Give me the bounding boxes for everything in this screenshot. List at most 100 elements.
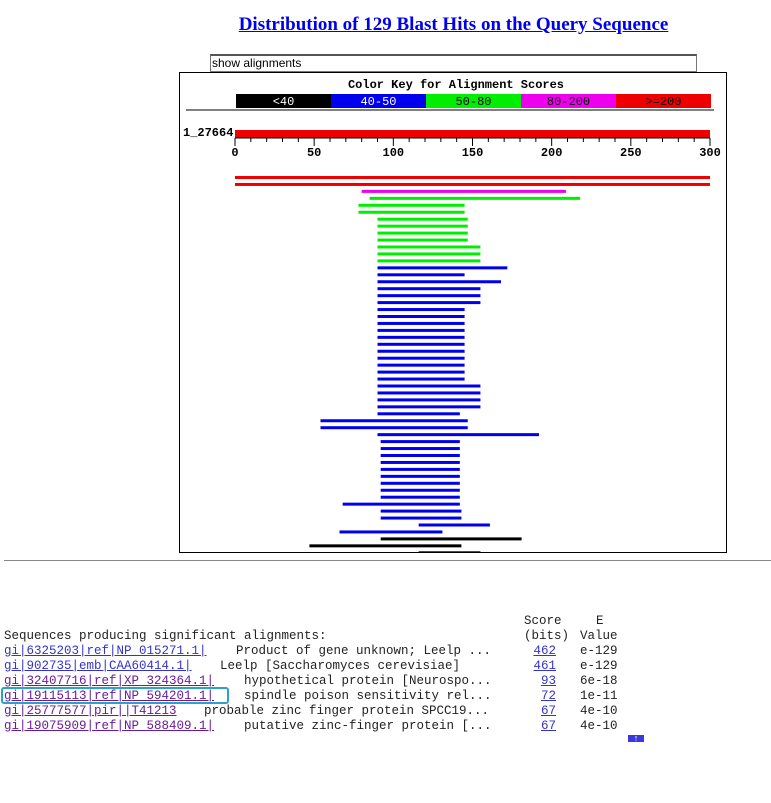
ruler-tick-label: 200 [541, 146, 563, 160]
hit-description: hypothetical protein [Neurospo... [244, 674, 492, 688]
hit-bar [235, 176, 710, 179]
separator-line [4, 560, 771, 561]
ruler-tick-label: 250 [620, 146, 642, 160]
hit-description: probable zinc finger protein SPCC19... [204, 704, 490, 718]
hit-score-link[interactable]: 67 [540, 719, 556, 733]
hit-description: Product of gene unknown; Leelp ... [236, 644, 492, 658]
hit-bar [380, 481, 460, 485]
hit-evalue: e-129 [580, 644, 618, 658]
hit-bar [380, 495, 460, 499]
hit-bar [342, 502, 460, 506]
hit-bar [377, 384, 481, 388]
hit-bar [380, 467, 460, 471]
hit-bar [377, 266, 508, 270]
hit-row: gi|6325203|ref|NP_015271.1| Product of g… [0, 644, 640, 659]
hit-accession-link[interactable]: gi|32407716|ref|XP_324364.1| [4, 674, 215, 688]
color-key-swatch [521, 94, 616, 108]
hit-accession-link[interactable]: gi|6325203|ref|NP_015271.1| [4, 644, 207, 658]
hit-bar [377, 377, 465, 381]
hit-accession-link[interactable]: gi|19115113|ref|NP_594201.1| [4, 689, 215, 703]
hit-bar [380, 509, 462, 513]
arrow-up-icon: ↑ [633, 733, 639, 743]
hit-accession-link[interactable]: gi|902735|emb|CAA60414.1| [4, 659, 192, 673]
hit-score-link[interactable]: 72 [540, 689, 556, 703]
hit-bar [377, 342, 465, 346]
hit-bar [377, 224, 468, 228]
hit-bar [377, 321, 465, 325]
table-header-top: Score E [0, 614, 640, 629]
sequences-heading: Sequences producing significant alignmen… [4, 629, 327, 643]
hit-evalue: 6e-18 [580, 674, 618, 688]
evalue-header-bottom: Value [580, 629, 618, 643]
hit-bar [339, 530, 443, 534]
blast-hits-graphic: Color Key for Alignment Scores <40 40-50 50… [179, 72, 727, 553]
hit-bar [377, 273, 465, 277]
show-alignments-select[interactable]: show alignments [210, 54, 697, 72]
hit-bar [418, 523, 490, 527]
hit-bar [377, 356, 465, 360]
hit-bar [377, 405, 481, 409]
hit-bar [377, 433, 539, 437]
hit-bar [377, 280, 501, 284]
ruler-tick-label: 300 [699, 146, 721, 160]
hit-bar [380, 447, 460, 451]
score-header-bottom: (bits) [524, 629, 570, 643]
color-key-swatch [616, 94, 711, 108]
ruler-tick-label: 150 [462, 146, 484, 160]
color-key-label: 80-200 [547, 95, 590, 109]
hit-score-link[interactable]: 462 [533, 644, 556, 658]
hit-evalue: 4e-10 [580, 719, 618, 733]
hit-bar [235, 182, 710, 186]
hit-bar [377, 328, 465, 332]
hit-bar [377, 315, 465, 318]
hit-score-link[interactable]: 67 [540, 704, 556, 718]
page-title[interactable]: Distribution of 129 Blast Hits on the Qu… [238, 14, 669, 35]
hit-accession-link[interactable]: gi|25777577|pir||T41213 [4, 704, 177, 718]
scroll-top-button[interactable]: ↑ [628, 733, 644, 743]
score-header-top: Score [524, 614, 562, 628]
hit-evalue: 4e-10 [580, 704, 618, 718]
hit-evalue: e-129 [580, 659, 618, 673]
hit-row: gi|902735|emb|CAA60414.1| Leelp [Sacchar… [0, 659, 640, 674]
hit-description: spindle poison sensitivity rel... [244, 689, 492, 703]
hit-bar [380, 516, 462, 520]
hit-bar [377, 231, 468, 235]
hit-bar [377, 287, 481, 291]
hit-evalue: 1e-11 [580, 689, 618, 703]
table-header-bottom: Sequences producing significant alignmen… [0, 629, 640, 644]
hit-bar [361, 189, 566, 193]
color-key-label: <40 [273, 95, 295, 109]
evalue-header-top: E [596, 614, 604, 628]
color-key-label: >=200 [645, 95, 681, 109]
hit-bar [380, 474, 460, 478]
hit-accession-link[interactable]: gi|19075909|ref|NP_588409.1| [4, 719, 215, 733]
hit-bar [377, 308, 465, 312]
hit-bar [377, 238, 468, 242]
hit-bar [380, 537, 522, 541]
hit-bar [377, 391, 481, 395]
color-key-label: 50-80 [455, 95, 491, 109]
hit-row: gi|19075909|ref|NP_588409.1| putative zi… [0, 719, 640, 734]
hit-bar [377, 301, 481, 305]
focused-link-outline [1, 687, 229, 704]
hit-bar [377, 363, 465, 367]
hit-bar [418, 551, 481, 552]
hit-bar [309, 544, 462, 548]
color-key-title: Color Key for Alignment Scores [348, 78, 564, 92]
hit-bar [377, 245, 481, 249]
hit-description: putative zinc-finger protein [... [244, 719, 492, 733]
hit-bar [358, 203, 465, 207]
hit-bar [377, 252, 481, 256]
query-bar [235, 130, 710, 138]
ruler-tick-label: 0 [231, 146, 238, 160]
hit-score-link[interactable]: 93 [540, 674, 556, 688]
ruler-tick-label: 100 [383, 146, 405, 160]
hit-score-link[interactable]: 461 [533, 659, 556, 673]
hit-bar [320, 419, 468, 423]
hit-description: Leelp [Saccharomyces cerevisiae] [220, 659, 461, 673]
color-key-label: 40-50 [360, 95, 396, 109]
hit-bar [377, 398, 481, 402]
hit-bar [377, 294, 481, 298]
hit-bar [377, 412, 460, 416]
hit-row: gi|25777577|pir||T41213 probable zinc fi… [0, 704, 640, 719]
